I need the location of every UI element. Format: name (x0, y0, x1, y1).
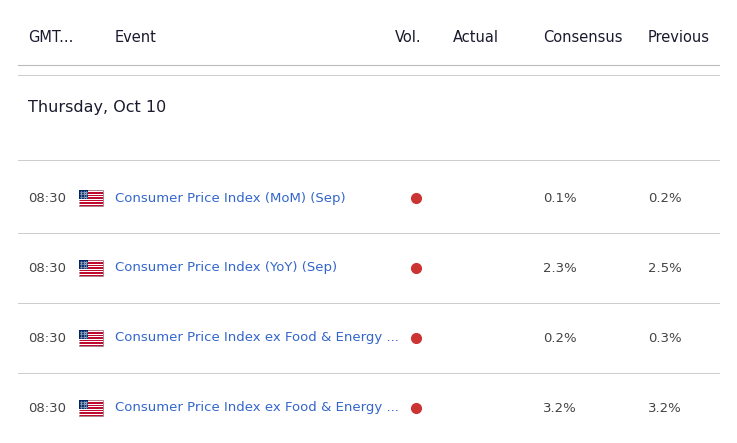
Text: Consumer Price Index (YoY) (Sep): Consumer Price Index (YoY) (Sep) (115, 261, 337, 275)
Text: 0.3%: 0.3% (648, 331, 682, 345)
FancyBboxPatch shape (79, 401, 103, 402)
Text: Previous: Previous (648, 30, 710, 44)
FancyBboxPatch shape (79, 331, 103, 332)
FancyBboxPatch shape (79, 266, 103, 268)
Text: GMT...: GMT... (28, 30, 74, 44)
Text: 0.1%: 0.1% (543, 191, 576, 205)
FancyBboxPatch shape (79, 268, 103, 270)
Text: Event: Event (115, 30, 157, 44)
FancyBboxPatch shape (79, 400, 88, 408)
FancyBboxPatch shape (79, 343, 103, 345)
Text: Vol.: Vol. (395, 30, 422, 44)
FancyBboxPatch shape (79, 334, 103, 335)
FancyBboxPatch shape (79, 191, 103, 192)
FancyBboxPatch shape (79, 408, 103, 410)
FancyBboxPatch shape (79, 260, 103, 276)
FancyBboxPatch shape (79, 264, 103, 265)
FancyBboxPatch shape (79, 338, 103, 340)
Text: 3.2%: 3.2% (648, 401, 682, 415)
Text: 08:30: 08:30 (28, 331, 66, 345)
Text: Consensus: Consensus (543, 30, 623, 44)
FancyBboxPatch shape (79, 261, 103, 262)
FancyBboxPatch shape (79, 330, 88, 338)
FancyBboxPatch shape (79, 404, 103, 405)
FancyBboxPatch shape (79, 203, 103, 205)
Text: 2.5%: 2.5% (648, 261, 682, 275)
FancyBboxPatch shape (79, 273, 103, 275)
FancyBboxPatch shape (79, 400, 103, 416)
Text: 08:30: 08:30 (28, 191, 66, 205)
Text: Consumer Price Index (MoM) (Sep): Consumer Price Index (MoM) (Sep) (115, 191, 346, 205)
FancyBboxPatch shape (79, 201, 103, 202)
Text: 2.3%: 2.3% (543, 261, 577, 275)
FancyBboxPatch shape (79, 330, 103, 346)
FancyBboxPatch shape (79, 411, 103, 412)
Text: 0.2%: 0.2% (543, 331, 576, 345)
FancyBboxPatch shape (79, 336, 103, 338)
FancyBboxPatch shape (79, 260, 88, 268)
FancyBboxPatch shape (79, 413, 103, 415)
Text: 0.2%: 0.2% (648, 191, 682, 205)
Text: Consumer Price Index ex Food & Energy ...: Consumer Price Index ex Food & Energy ..… (115, 331, 399, 345)
FancyBboxPatch shape (79, 196, 103, 198)
Text: Thursday, Oct 10: Thursday, Oct 10 (28, 100, 167, 114)
Text: 08:30: 08:30 (28, 401, 66, 415)
Text: Actual: Actual (453, 30, 499, 44)
FancyBboxPatch shape (79, 198, 103, 200)
Text: Consumer Price Index ex Food & Energy ...: Consumer Price Index ex Food & Energy ..… (115, 401, 399, 415)
Text: 3.2%: 3.2% (543, 401, 577, 415)
FancyBboxPatch shape (79, 190, 103, 206)
FancyBboxPatch shape (79, 271, 103, 272)
FancyBboxPatch shape (79, 341, 103, 342)
FancyBboxPatch shape (79, 190, 88, 198)
Text: 08:30: 08:30 (28, 261, 66, 275)
FancyBboxPatch shape (79, 194, 103, 195)
FancyBboxPatch shape (79, 406, 103, 408)
